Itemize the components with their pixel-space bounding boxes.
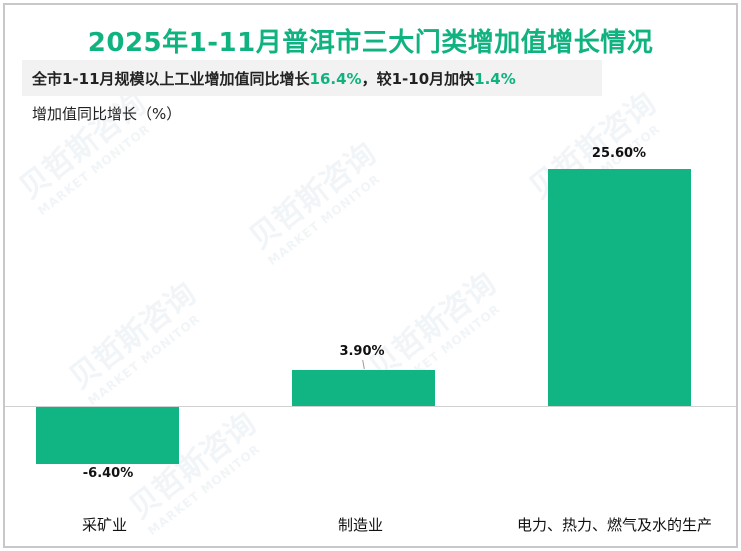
- subtitle-value-growth: 16.4%: [309, 70, 362, 88]
- bar-utilities: [548, 169, 691, 406]
- bar-value-mining: -6.40%: [82, 466, 134, 481]
- category-label-manufacturing: 制造业: [338, 516, 384, 534]
- zero-baseline: [5, 406, 736, 407]
- chart-title: 2025年1-11月普洱市三大门类增加值增长情况: [87, 28, 654, 58]
- category-label-mining: 采矿业: [82, 516, 128, 534]
- subtitle-middle: ，较1-10月加快: [361, 70, 475, 88]
- bar-manufacturing: [292, 370, 435, 406]
- bar-mining: [36, 407, 179, 464]
- subtitle-prefix: 全市1-11月规模以上工业增加值同比增长: [32, 70, 310, 88]
- subtitle-value-acceleration: 1.4%: [474, 70, 516, 88]
- y-axis-label: 增加值同比增长（%）: [32, 105, 182, 123]
- category-label-utilities: 电力、热力、燃气及水的生产: [517, 516, 713, 534]
- chart-subtitle: 全市1-11月规模以上工业增加值同比增长16.4%，较1-10月加快1.4%: [32, 68, 516, 89]
- subtitle-box: [22, 60, 602, 96]
- bar-value-manufacturing: 3.90%: [339, 344, 385, 359]
- bar-value-utilities: 25.60%: [591, 146, 647, 161]
